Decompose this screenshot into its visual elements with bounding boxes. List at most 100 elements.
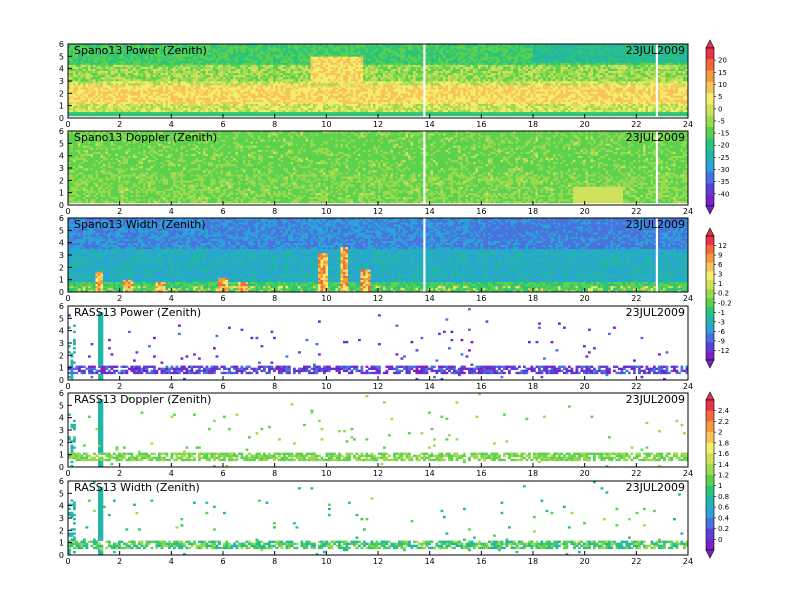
heatmap-cell — [363, 95, 366, 98]
heatmap-cell — [90, 78, 94, 82]
heatmap-cell — [355, 103, 359, 106]
heatmap-cell — [248, 68, 251, 72]
heatmap-cell — [353, 95, 356, 98]
heatmap-cell — [398, 78, 401, 82]
heatmap-cell — [263, 87, 266, 90]
heatmap-cell — [390, 97, 394, 100]
heatmap-cell — [253, 109, 256, 113]
heatmap-cell — [220, 103, 224, 106]
heatmap-cell — [213, 107, 216, 111]
heatmap-cell — [403, 91, 406, 94]
heatmap-cell — [313, 97, 316, 100]
heatmap-cell — [108, 46, 111, 49]
heatmap-cell — [420, 87, 424, 90]
heatmap-cell — [140, 78, 144, 82]
heatmap-cell — [213, 103, 216, 106]
heatmap-cell — [80, 83, 84, 86]
heatmap-cell — [298, 103, 301, 106]
heatmap-cell — [160, 68, 164, 72]
heatmap-cell — [388, 93, 391, 96]
heatmap-cell — [268, 46, 271, 49]
heatmap-cell — [113, 64, 116, 67]
heatmap-cell — [380, 97, 384, 100]
heatmap-cell — [403, 101, 406, 104]
heatmap-cell — [75, 44, 79, 47]
heatmap-cell — [355, 68, 359, 72]
heatmap-cell — [383, 89, 386, 92]
heatmap-cell — [290, 68, 294, 72]
heatmap-cell — [360, 56, 364, 59]
heatmap-cell — [143, 64, 146, 67]
heatmap-cell — [410, 113, 414, 117]
heatmap-cell — [220, 74, 224, 78]
heatmap-cell — [150, 111, 154, 115]
heatmap-cell — [188, 93, 191, 96]
heatmap-cell — [308, 89, 311, 92]
heatmap-cell — [128, 99, 131, 102]
heatmap-cell — [310, 56, 314, 59]
heatmap-cell — [308, 74, 311, 78]
heatmap-cell — [85, 111, 89, 115]
heatmap-cell — [213, 91, 216, 94]
heatmap-cell — [380, 91, 384, 94]
heatmap-cell — [133, 50, 136, 53]
heatmap-cell — [155, 50, 159, 53]
heatmap-cell — [333, 74, 336, 78]
heatmap-cell — [140, 107, 144, 111]
heatmap-cell — [93, 95, 96, 98]
heatmap-cell — [208, 48, 211, 51]
heatmap-cell — [160, 46, 164, 49]
heatmap-cell — [210, 105, 214, 109]
heatmap-cell — [220, 78, 224, 82]
heatmap-cell — [420, 72, 424, 76]
heatmap-cell — [195, 81, 199, 84]
heatmap-cell — [153, 44, 156, 47]
heatmap-cell — [153, 70, 156, 74]
heatmap-cell — [343, 50, 346, 53]
heatmap-cell — [330, 44, 334, 47]
heatmap-cell — [378, 46, 381, 49]
heatmap-cell — [265, 107, 269, 111]
heatmap-cell — [303, 111, 306, 115]
heatmap-cell — [105, 93, 109, 96]
heatmap-cell — [263, 74, 266, 78]
heatmap-cell — [200, 97, 204, 100]
heatmap-cell — [198, 58, 201, 61]
heatmap-cell — [115, 83, 119, 86]
heatmap-cell — [160, 93, 164, 96]
heatmap-cell — [198, 78, 201, 82]
heatmap-cell — [130, 99, 134, 102]
heatmap-cell — [85, 72, 89, 76]
heatmap-cell — [210, 44, 214, 47]
heatmap-cell — [105, 91, 109, 94]
heatmap-cell — [315, 95, 319, 98]
heatmap-cell — [203, 99, 206, 102]
heatmap-cell — [335, 76, 339, 80]
heatmap-cell — [73, 76, 76, 80]
heatmap-cell — [168, 99, 171, 102]
heatmap-cell — [70, 48, 74, 51]
heatmap-cell — [260, 66, 264, 69]
heatmap-cell — [383, 91, 386, 94]
heatmap-cell — [370, 68, 374, 72]
heatmap-cell — [265, 74, 269, 78]
heatmap-cell — [408, 107, 411, 111]
heatmap-cell — [340, 103, 344, 106]
heatmap-cell — [315, 81, 319, 84]
heatmap-cell — [210, 91, 214, 94]
heatmap-cell — [393, 72, 396, 76]
heatmap-cell — [143, 44, 146, 47]
heatmap-cell — [150, 68, 154, 72]
heatmap-cell — [348, 58, 351, 61]
heatmap-cell — [380, 60, 384, 63]
heatmap-cell — [158, 74, 161, 78]
heatmap-cell — [358, 99, 361, 102]
heatmap-cell — [125, 81, 129, 84]
heatmap-cell — [208, 66, 211, 69]
heatmap-cell — [143, 62, 146, 65]
heatmap-cell — [88, 70, 91, 74]
heatmap-cell — [155, 109, 159, 113]
heatmap-cell — [245, 103, 249, 106]
heatmap-cell — [260, 68, 264, 72]
heatmap-cell — [175, 81, 179, 84]
